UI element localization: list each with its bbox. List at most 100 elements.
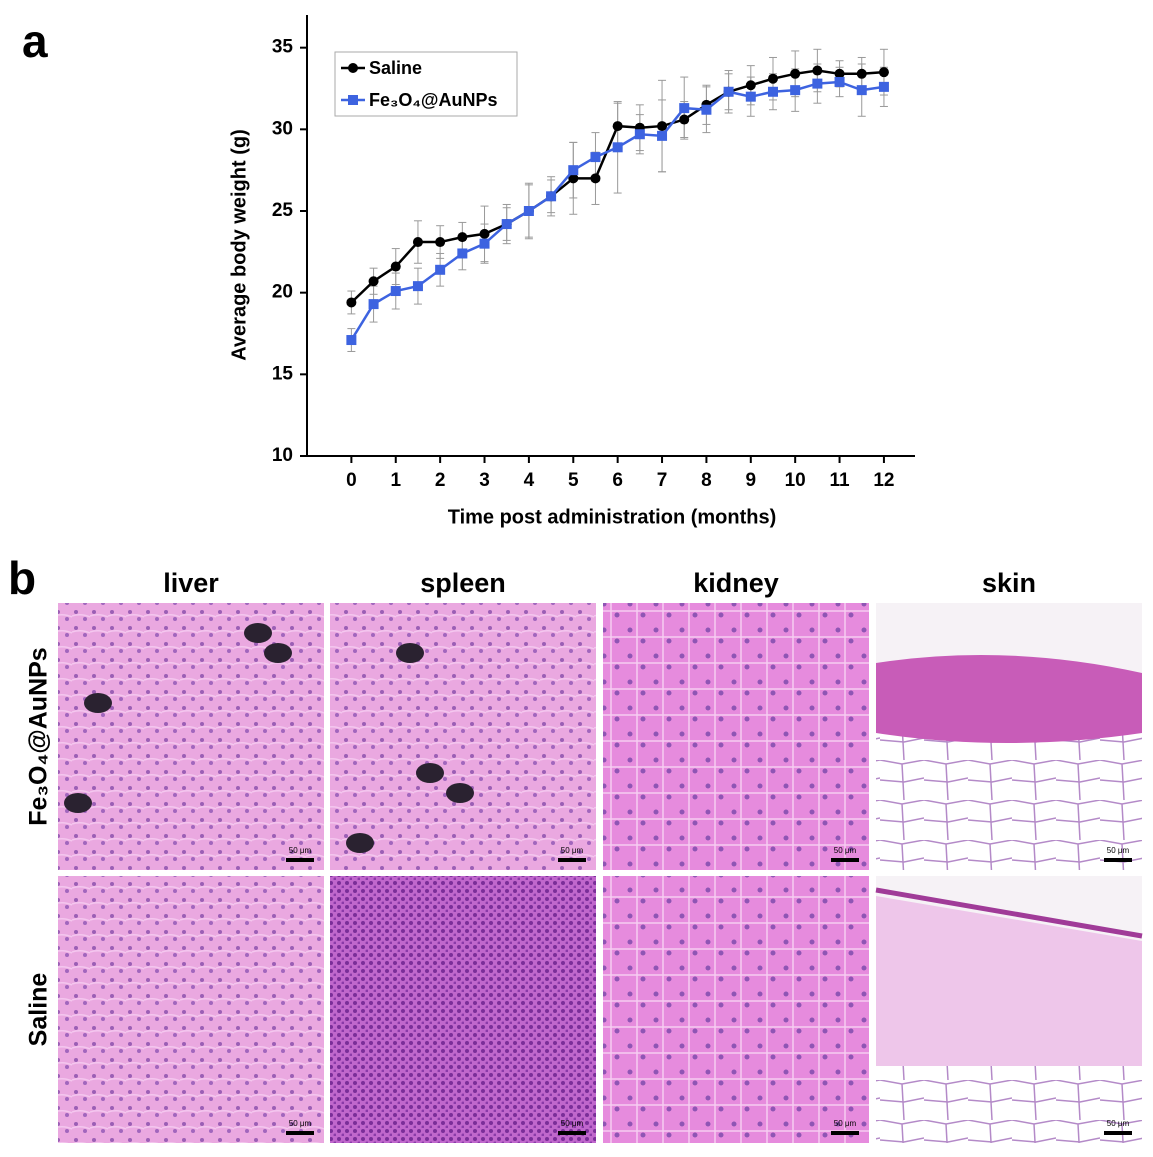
column-label: skin <box>982 568 1036 598</box>
marker <box>457 248 468 259</box>
marker <box>479 238 490 249</box>
marker <box>590 173 601 184</box>
marker <box>657 130 668 141</box>
scale-bar-label: 50 μm <box>1107 1119 1130 1128</box>
y-tick-label: 25 <box>272 200 294 221</box>
y-tick-label: 30 <box>272 118 293 139</box>
marker <box>612 121 623 132</box>
legend-box <box>334 51 518 117</box>
y-tick-label: 20 <box>272 282 293 303</box>
marker <box>745 91 756 102</box>
x-tick-label: 1 <box>390 470 401 491</box>
x-tick-label: 12 <box>873 470 894 491</box>
marker <box>767 73 778 84</box>
marker <box>812 65 823 76</box>
x-tick-label: 2 <box>435 470 446 491</box>
scale-bar <box>831 858 859 862</box>
column-label: spleen <box>420 568 506 598</box>
y-tick-label: 10 <box>272 445 293 466</box>
particle-deposit <box>84 693 112 713</box>
scale-bar-label: 50 μm <box>834 1119 857 1128</box>
scale-bar-label: 50 μm <box>561 846 584 855</box>
fat-layer <box>876 733 1142 870</box>
scale-bar-label: 50 μm <box>561 1119 584 1128</box>
panel-label: b <box>8 552 36 604</box>
marker <box>523 206 534 216</box>
marker <box>834 68 845 79</box>
legend-label: Saline <box>369 58 422 78</box>
scale-bar <box>558 858 586 862</box>
x-tick-label: 10 <box>785 470 806 491</box>
marker <box>368 299 379 310</box>
marker <box>412 237 423 248</box>
marker <box>590 152 601 163</box>
marker <box>657 121 668 132</box>
marker <box>546 191 557 202</box>
x-tick-label: 7 <box>657 470 668 491</box>
scale-bar <box>286 1131 314 1135</box>
particle-deposit <box>396 643 424 663</box>
y-tick-label: 15 <box>272 363 294 384</box>
marker <box>634 129 645 140</box>
scale-bar-label: 50 μm <box>289 1119 312 1128</box>
particle-deposit <box>446 783 474 803</box>
x-tick-label: 8 <box>701 470 712 491</box>
marker <box>479 228 490 239</box>
histology-panel: liver spleen kidney skin Fe₃O₄@AuNPs Saline 50… <box>25 568 1143 1143</box>
column-label: kidney <box>693 568 779 598</box>
marker <box>878 67 889 78</box>
histology-image <box>330 876 596 1143</box>
particle-deposit <box>244 623 272 643</box>
histology-image <box>58 603 324 870</box>
legend-marker <box>348 63 358 73</box>
marker <box>812 78 823 89</box>
particle-deposit <box>64 793 92 813</box>
x-tick-label: 3 <box>479 470 490 491</box>
column-label: liver <box>163 568 219 598</box>
marker <box>568 173 579 184</box>
marker <box>790 68 801 79</box>
scale-bar-label: 50 μm <box>1107 846 1130 855</box>
x-tick-label: 4 <box>524 470 535 491</box>
marker <box>679 114 690 125</box>
marker <box>368 276 379 287</box>
dermis <box>876 896 1142 1076</box>
marker <box>679 103 690 114</box>
legend-label: Fe₃O₄@AuNPs <box>369 90 497 110</box>
marker <box>701 104 712 115</box>
panel-label: a <box>22 15 48 67</box>
marker <box>435 237 446 248</box>
row-label: Saline <box>25 973 53 1047</box>
marker <box>346 335 357 346</box>
fat-layer <box>876 1066 1142 1143</box>
scale-bar <box>831 1131 859 1135</box>
y-tick-label: 35 <box>272 37 294 58</box>
marker <box>745 80 756 91</box>
x-tick-label: 9 <box>746 470 757 491</box>
marker <box>457 232 468 243</box>
row-label: Fe₃O₄@AuNPs <box>25 647 53 825</box>
histology-image <box>330 603 596 870</box>
histology-image <box>603 876 869 1143</box>
y-axis-title: Average body weight (g) <box>228 129 250 361</box>
x-tick-label: 5 <box>568 470 579 491</box>
epidermis <box>876 655 1142 743</box>
marker <box>412 281 423 292</box>
scale-bar-label: 50 μm <box>289 846 312 855</box>
marker <box>501 219 512 230</box>
marker <box>856 68 867 79</box>
marker <box>612 142 623 153</box>
marker <box>390 261 401 272</box>
scale-bar-label: 50 μm <box>834 846 857 855</box>
epidermis <box>875 887 1143 939</box>
marker <box>723 86 734 97</box>
marker <box>878 81 889 92</box>
marker <box>834 76 845 87</box>
x-tick-label: 0 <box>346 470 357 491</box>
histology-image <box>603 603 869 870</box>
particle-deposit <box>264 643 292 663</box>
scale-bar <box>286 858 314 862</box>
histology-image <box>58 876 324 1143</box>
scale-bar <box>1104 858 1132 862</box>
